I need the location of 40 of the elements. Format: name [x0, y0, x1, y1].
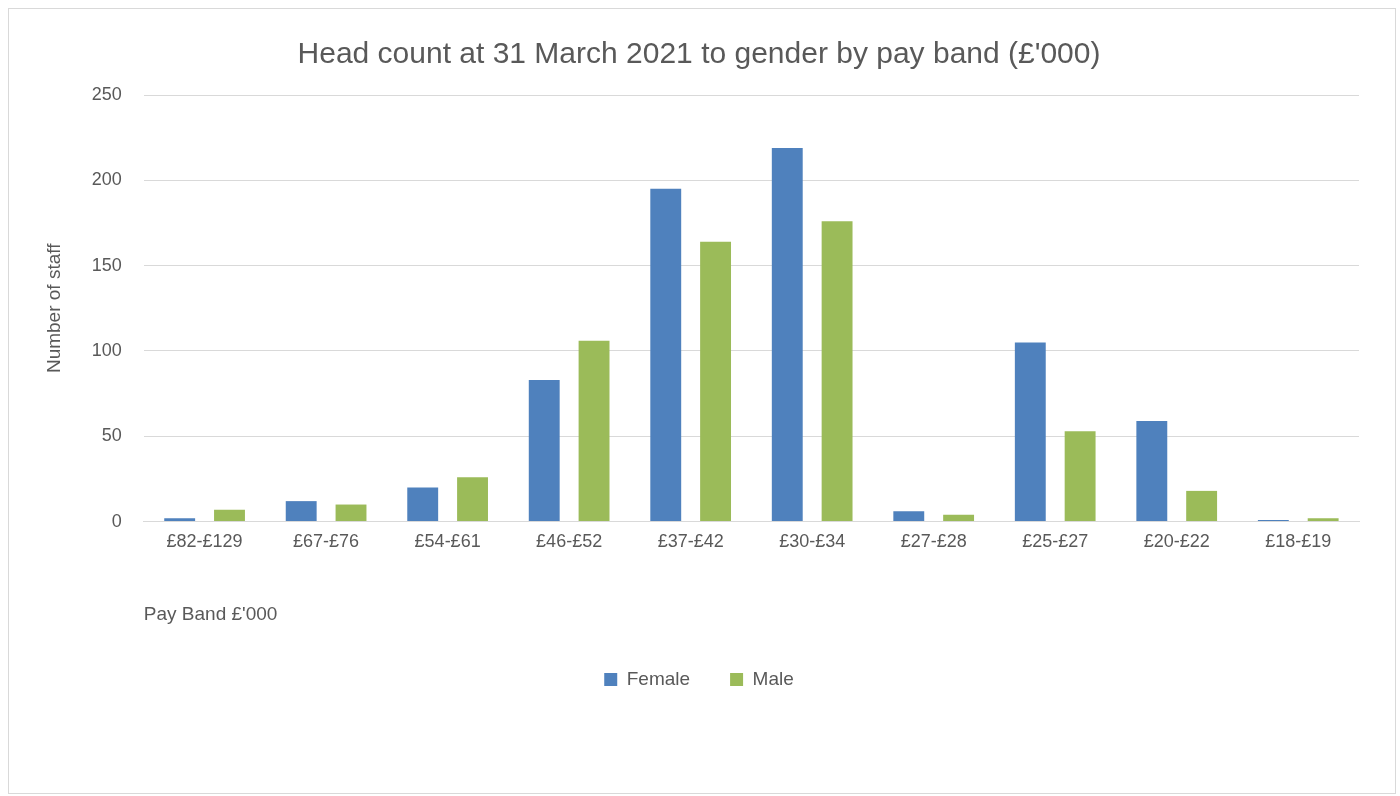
- bar: [1307, 518, 1339, 522]
- x-tick-label: £54-£61: [414, 531, 481, 552]
- x-tick-label: £30-£34: [779, 531, 846, 552]
- bar: [578, 340, 610, 522]
- y-tick-label: 150: [91, 254, 122, 275]
- x-tick-label: £82-£129: [166, 531, 243, 552]
- bar: [1186, 490, 1218, 522]
- bar: [700, 241, 732, 522]
- bar: [1136, 420, 1168, 522]
- y-tick-label: 250: [91, 83, 122, 104]
- x-axis-title: Pay Band £'000: [143, 602, 278, 624]
- x-tick-label: £20-£22: [1143, 531, 1210, 552]
- bar: [893, 511, 925, 522]
- bar: [943, 514, 975, 522]
- bar: [335, 504, 367, 522]
- y-axis-title: Number of staff: [42, 242, 64, 374]
- y-tick-label: 50: [101, 425, 122, 446]
- bar: [650, 188, 682, 522]
- legend-label: Male: [752, 667, 794, 689]
- x-tick-label: £67-£76: [293, 531, 360, 552]
- bar: [214, 509, 245, 522]
- x-tick-label: £37-£42: [657, 531, 724, 552]
- bar: [164, 518, 196, 522]
- bar: [407, 487, 439, 522]
- y-tick-label: 100: [91, 339, 122, 360]
- legend-label: Female: [626, 667, 691, 689]
- x-tick-label: £46-£52: [536, 531, 603, 552]
- bar: [821, 221, 853, 522]
- x-tick-label: £27-£28: [900, 531, 967, 552]
- y-tick-label: 0: [111, 510, 122, 531]
- bar: [457, 477, 488, 522]
- chart-title: Head count at 31 March 2021 to gender by pay band (£'000): [297, 36, 1101, 70]
- x-tick-label: £25-£27: [1022, 531, 1089, 552]
- bar: [528, 379, 560, 522]
- bar: [771, 147, 803, 522]
- x-tick-label: £18-£19: [1265, 531, 1332, 552]
- y-tick-label: 200: [91, 169, 122, 190]
- bar: [1064, 431, 1096, 522]
- bar: [1014, 342, 1046, 522]
- bar: [285, 501, 317, 522]
